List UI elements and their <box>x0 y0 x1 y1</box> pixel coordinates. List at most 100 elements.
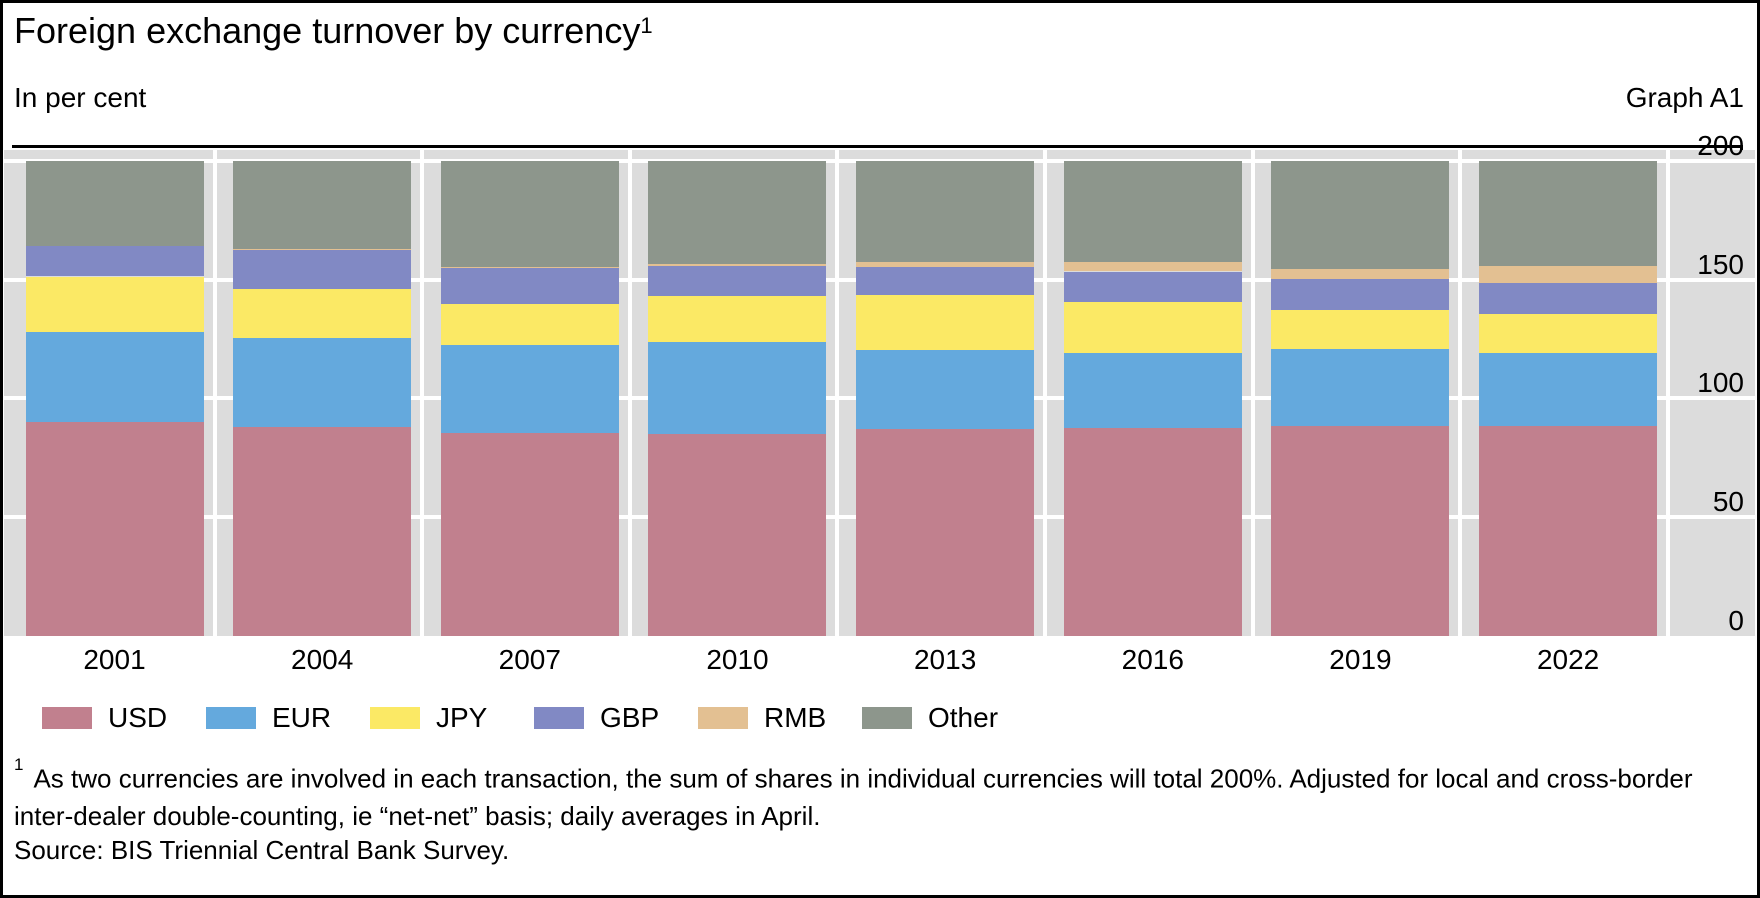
vertical-gridline <box>627 150 632 636</box>
x-axis-label-2019: 2019 <box>1329 644 1392 675</box>
bar-segment-jpy <box>25 276 204 333</box>
bar-segment-rmb <box>1063 261 1242 272</box>
bar-segment-usd <box>233 426 412 636</box>
bar-segment-eur <box>1063 353 1242 428</box>
y-axis-tick-label: 150 <box>1697 248 1744 280</box>
footnote: 1 As two currencies are involved in each … <box>14 754 1750 835</box>
x-axis-label-2013: 2013 <box>913 644 977 675</box>
bar-segment-other <box>1271 160 1450 269</box>
legend-label-eur: EUR <box>272 702 332 733</box>
bar-segment-usd <box>1063 427 1242 636</box>
bar-segment-jpy <box>440 303 619 345</box>
bar-segment-rmb <box>1479 266 1658 283</box>
legend-swatch-other <box>862 707 912 729</box>
bar-segment-eur <box>856 349 1035 430</box>
x-axis-label-2001: 2001 <box>83 644 146 675</box>
bar-segment-usd <box>856 429 1035 636</box>
bar-segment-usd <box>25 422 204 636</box>
legend-item-gbp: GBP <box>534 703 698 733</box>
bar-segment-eur <box>25 332 204 423</box>
bar-segment-rmb <box>1271 268 1450 279</box>
bar-segment-other <box>856 160 1035 262</box>
header-divider-rule <box>12 145 1743 155</box>
stacked-bar-2010 <box>648 160 827 636</box>
bar-segment-jpy <box>648 296 827 342</box>
vertical-gridline <box>835 150 840 636</box>
legend-label-rmb: RMB <box>764 702 827 733</box>
bar-segment-gbp <box>233 249 412 289</box>
stacked-bar-2004 <box>233 160 412 636</box>
vertical-gridline <box>1043 150 1048 636</box>
vertical-gridline <box>1666 150 1671 636</box>
legend-item-jpy: JPY <box>370 703 534 733</box>
bar-segment-gbp <box>25 245 204 277</box>
vertical-gridline <box>1250 150 1255 636</box>
legend-label-jpy: JPY <box>436 702 488 733</box>
y-axis-tick-label: 50 <box>1712 486 1744 518</box>
legend-swatch-rmb <box>698 707 748 729</box>
vertical-gridline <box>420 150 425 636</box>
legend: USD EUR JPY GBP RMB Other <box>42 703 998 733</box>
bar-segment-gbp <box>1479 282 1658 314</box>
stacked-bar-2019 <box>1271 160 1450 636</box>
legend-label-other: Other <box>928 702 999 733</box>
bar-segment-gbp <box>440 268 619 304</box>
plot-area <box>4 150 1755 636</box>
x-axis-label-2010: 2010 <box>706 644 769 675</box>
bar-segment-other <box>1479 160 1658 267</box>
bar-segment-usd <box>648 434 827 636</box>
y-axis-tick-label: 200 <box>1697 129 1744 161</box>
stacked-bar-2001 <box>25 160 204 636</box>
bar-segment-eur <box>233 338 412 427</box>
bar-segment-gbp <box>1063 271 1242 302</box>
bar-segment-gbp <box>856 267 1035 296</box>
bar-segment-usd <box>1271 426 1450 636</box>
bar-segment-other <box>25 160 204 246</box>
legend-label-gbp: GBP <box>600 702 660 733</box>
bar-segment-other <box>1063 160 1242 262</box>
x-axis-label-2004: 2004 <box>291 644 354 675</box>
legend-swatch-usd <box>42 707 92 729</box>
bar-segment-other <box>648 160 827 264</box>
bar-segment-rmb <box>648 263 827 266</box>
stacked-bar-2007 <box>440 160 619 636</box>
legend-item-eur: EUR <box>206 703 370 733</box>
legend-swatch-gbp <box>534 707 584 729</box>
bar-segment-jpy <box>1271 309 1450 350</box>
x-axis-label-2022: 2022 <box>1536 644 1600 675</box>
legend-item-other: Other <box>862 703 998 733</box>
source-line: Source: BIS Triennial Central Bank Surve… <box>14 835 510 865</box>
bar-segment-jpy <box>1479 313 1658 354</box>
x-axis-label-2016: 2016 <box>1121 644 1184 675</box>
bar-segment-usd <box>1479 425 1658 636</box>
chart-title: Foreign exchange turnover by currency1 <box>14 9 653 58</box>
bar-segment-eur <box>440 344 619 433</box>
bar-segment-other <box>440 160 619 268</box>
vertical-gridline <box>212 150 217 636</box>
horizontal-gridline <box>4 158 1755 163</box>
legend-swatch-jpy <box>370 707 420 729</box>
bar-segment-usd <box>440 432 619 636</box>
bar-segment-jpy <box>1063 301 1242 354</box>
bar-segment-other <box>233 160 412 250</box>
y-axis-tick-label: 100 <box>1697 367 1744 399</box>
bar-segment-gbp <box>648 265 827 297</box>
title-footnote-marker: 1 <box>640 13 653 38</box>
bar-segment-rmb <box>856 262 1035 268</box>
x-axis-label-2007: 2007 <box>498 644 561 675</box>
stacked-bar-2013 <box>856 160 1035 636</box>
y-axis-unit-label: In per cent <box>14 82 147 113</box>
chart-title-text: Foreign exchange turnover by currency <box>14 10 641 51</box>
bar-segment-rmb <box>440 267 619 269</box>
legend-label-usd: USD <box>108 702 168 733</box>
bar-segment-gbp <box>1271 279 1450 310</box>
bar-segment-jpy <box>233 288 412 338</box>
vertical-gridline <box>1458 150 1463 636</box>
graph-number-label: Graph A1 <box>1625 82 1744 113</box>
footnote-marker: 1 <box>14 755 24 774</box>
bar-segment-eur <box>1271 349 1450 427</box>
footnote-text: As two currencies are involved in each t… <box>14 763 1693 831</box>
legend-item-usd: USD <box>42 703 206 733</box>
stacked-bar-2016 <box>1063 160 1242 636</box>
